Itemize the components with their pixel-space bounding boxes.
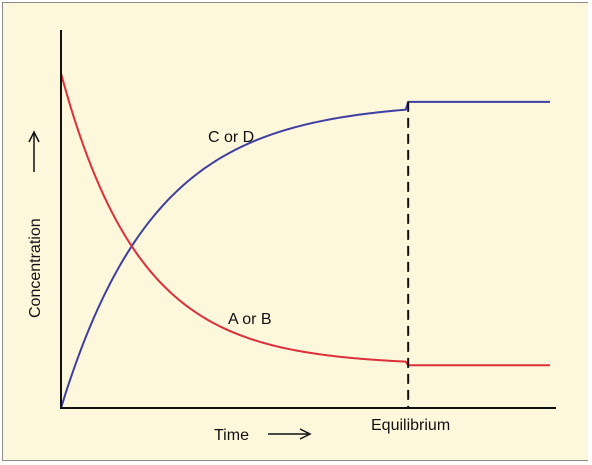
series-line-reactants [60,73,550,367]
series-label-products: C or D [208,129,254,146]
x-axis-arrow [268,428,312,440]
equilibrium-label: Equilibrium [371,417,450,434]
y-axis-arrow [28,130,40,172]
plot-background [3,3,588,460]
y-axis-label: Concentration [27,218,44,318]
series-line-products [60,100,550,409]
x-axis-label: Time [214,427,249,444]
series-label-reactants: A or B [228,311,272,328]
